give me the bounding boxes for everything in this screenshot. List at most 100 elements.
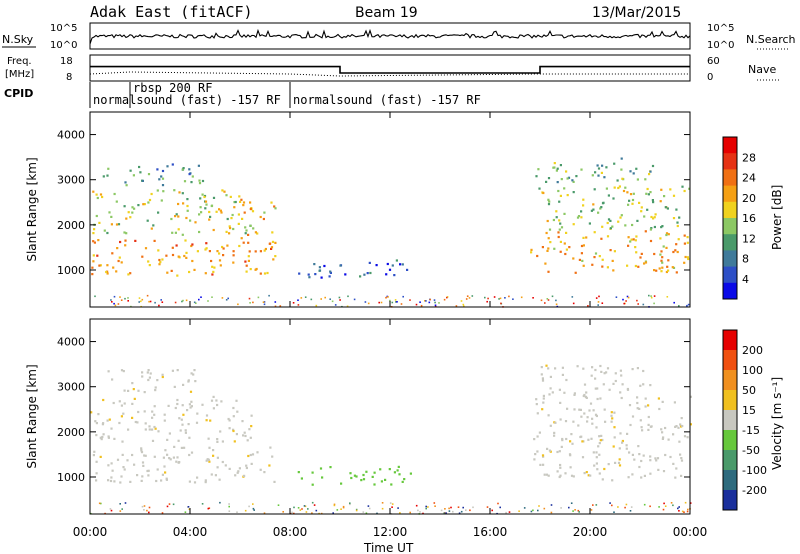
echo-cell bbox=[618, 458, 621, 461]
echo-cell bbox=[657, 397, 660, 400]
echo-cell bbox=[594, 252, 598, 255]
echo-cell bbox=[249, 453, 252, 457]
echo-cell bbox=[611, 225, 614, 228]
echo-cell bbox=[364, 301, 367, 303]
nave-label: Nave bbox=[748, 63, 776, 76]
echo-cell bbox=[557, 235, 560, 239]
echo-cell bbox=[614, 379, 617, 383]
echo-cell bbox=[127, 297, 129, 299]
echo-cell bbox=[533, 458, 536, 461]
echo-cell bbox=[360, 479, 363, 482]
echo-cell bbox=[680, 457, 683, 460]
echo-cell bbox=[171, 246, 174, 249]
echo-cell bbox=[162, 456, 165, 459]
echo-cell bbox=[631, 223, 634, 227]
colorbar-tick-label: 24 bbox=[742, 172, 756, 185]
colorbar-tick-label: -100 bbox=[742, 464, 767, 477]
colorbar-swatch bbox=[723, 350, 737, 371]
echo-cell bbox=[460, 300, 463, 302]
echo-cell bbox=[137, 410, 140, 414]
echo-cell bbox=[675, 467, 678, 470]
echo-cell bbox=[243, 474, 246, 477]
echo-cell bbox=[386, 262, 389, 266]
echo-cell bbox=[183, 254, 186, 258]
echo-cell bbox=[185, 216, 188, 220]
echo-cell bbox=[106, 272, 109, 275]
echo-cell bbox=[637, 445, 640, 448]
echo-cell bbox=[619, 432, 622, 435]
echo-cell bbox=[176, 369, 179, 372]
echo-cell bbox=[620, 168, 623, 171]
echo-cell bbox=[580, 210, 583, 213]
echo-cell bbox=[113, 480, 116, 483]
freq-panel bbox=[89, 54, 691, 82]
echo-cell bbox=[548, 449, 551, 452]
echo-cell bbox=[216, 403, 219, 407]
echo-cell bbox=[161, 512, 164, 514]
echo-cell bbox=[546, 219, 549, 223]
echo-cell bbox=[238, 467, 241, 470]
echo-cell bbox=[580, 415, 583, 418]
echo-cell bbox=[188, 403, 191, 406]
echo-cell bbox=[123, 205, 126, 208]
echo-cell bbox=[236, 511, 238, 513]
echo-cell bbox=[256, 451, 259, 454]
echo-cell bbox=[577, 424, 580, 427]
echo-cell bbox=[675, 208, 678, 211]
colorbar-swatch bbox=[723, 234, 737, 251]
echo-cell bbox=[663, 195, 666, 198]
echo-cell bbox=[92, 240, 95, 243]
echo-cell bbox=[157, 249, 160, 252]
echo-cell bbox=[138, 301, 140, 303]
echo-cell bbox=[497, 502, 499, 505]
echo-cell bbox=[572, 302, 575, 305]
echo-cell bbox=[136, 421, 139, 424]
echo-cell bbox=[672, 266, 676, 269]
echo-cell bbox=[115, 270, 118, 273]
echo-cell bbox=[244, 260, 247, 263]
echo-cell bbox=[242, 201, 246, 204]
echo-cell bbox=[189, 390, 193, 393]
echo-cell bbox=[652, 201, 655, 204]
echo-cell bbox=[653, 252, 656, 256]
echo-cell bbox=[613, 511, 615, 513]
echo-cell bbox=[578, 258, 581, 261]
echo-cell bbox=[131, 453, 134, 457]
echo-cell bbox=[163, 419, 166, 422]
echo-cell bbox=[375, 264, 378, 267]
echo-cell bbox=[233, 201, 236, 204]
echo-cell bbox=[661, 256, 664, 259]
echo-cell bbox=[349, 503, 351, 506]
echo-cell bbox=[554, 367, 557, 370]
echo-cell bbox=[143, 391, 146, 394]
echo-cell bbox=[670, 502, 673, 504]
echo-cell bbox=[171, 253, 175, 257]
echo-cell bbox=[101, 195, 104, 199]
echo-cell bbox=[499, 297, 502, 300]
echo-cell bbox=[542, 463, 545, 466]
echo-cell bbox=[263, 303, 266, 306]
echo-cell bbox=[576, 365, 579, 368]
echo-cell bbox=[465, 298, 468, 300]
echo-cell bbox=[651, 199, 654, 202]
echo-cell bbox=[621, 383, 624, 386]
echo-cell bbox=[686, 256, 689, 259]
echo-cell bbox=[642, 369, 645, 373]
echo-cell bbox=[112, 266, 115, 269]
echo-cell bbox=[380, 301, 383, 304]
echo-cell bbox=[110, 215, 113, 218]
echo-cell bbox=[660, 188, 663, 191]
echo-cell bbox=[457, 506, 460, 508]
echo-cell bbox=[301, 508, 303, 510]
echo-cell bbox=[362, 473, 365, 477]
echo-cell bbox=[175, 460, 178, 463]
echo-cell bbox=[557, 231, 560, 234]
echo-cell bbox=[551, 391, 554, 394]
echo-cell bbox=[367, 505, 370, 507]
echo-cell bbox=[607, 463, 610, 466]
echo-cell bbox=[212, 270, 215, 273]
colorbar-swatch bbox=[723, 153, 737, 170]
echo-cell bbox=[249, 268, 252, 271]
echo-cell bbox=[639, 419, 642, 422]
echo-cell bbox=[187, 380, 190, 383]
